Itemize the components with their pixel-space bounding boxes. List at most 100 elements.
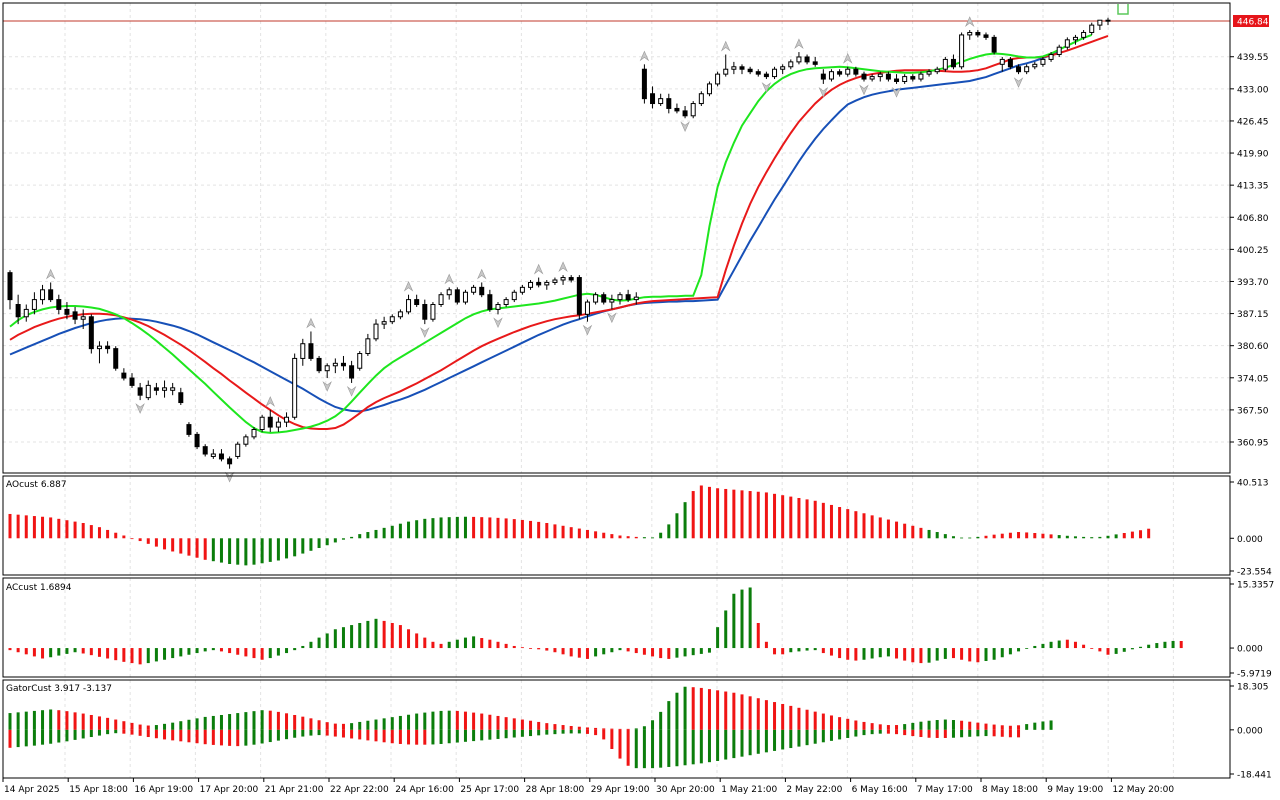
ao-bar	[838, 507, 842, 539]
candle-body-bull	[1072, 36, 1078, 41]
candle-body-bull	[389, 316, 395, 323]
gator-upper-bar	[870, 723, 874, 730]
gator-lower-bar	[545, 729, 549, 735]
gator-lower-bar	[154, 729, 158, 739]
ao-bar	[594, 531, 598, 539]
ac-bar	[943, 648, 947, 659]
gator-upper-bar	[49, 709, 53, 730]
candle-body-bull	[430, 304, 436, 320]
gator-lower-bar	[618, 729, 622, 759]
candle-body-bull	[617, 294, 623, 301]
gator-lower-bar	[691, 729, 695, 765]
gator-upper-bar	[423, 712, 427, 730]
gator-upper-bar	[569, 726, 573, 730]
ac-pane-title: ACcust 1.6894	[6, 583, 72, 593]
ao-pane[interactable]	[8, 485, 1151, 566]
candle	[731, 61, 737, 75]
ao-bar	[732, 489, 736, 539]
ao-bar	[260, 538, 264, 564]
ao-bar	[813, 500, 817, 539]
gator-upper-bar	[16, 712, 20, 730]
gator-lower-bar	[968, 729, 972, 737]
gator-upper-bar	[561, 725, 565, 730]
candle-body-bear	[454, 289, 460, 303]
candle-body-bull	[446, 289, 452, 296]
ac-tick-label: 15.3357	[1237, 581, 1274, 591]
price-tick-label: 393.70	[1237, 278, 1269, 288]
ac-bar	[1073, 641, 1077, 649]
ao-bar	[333, 538, 337, 543]
gator-upper-bar	[773, 702, 777, 730]
gator-lower-bar	[594, 729, 598, 736]
candle-body-bull	[96, 345, 102, 350]
candle	[853, 66, 859, 77]
candle	[780, 64, 786, 75]
fractal-up-icon	[794, 38, 804, 50]
ao-bar	[407, 521, 411, 539]
ac-bar	[358, 622, 362, 649]
candle-body-bear	[812, 61, 818, 65]
fractal-down-icon	[346, 386, 357, 397]
ao-bar	[1122, 533, 1126, 539]
gator-lower-bar	[602, 729, 606, 740]
candle-body-bull	[243, 436, 249, 445]
fractal-down-icon	[1013, 77, 1024, 88]
ac-bar	[317, 637, 321, 649]
ac-bar	[561, 648, 565, 655]
gator-upper-bar	[504, 717, 508, 730]
gator-upper-bar	[41, 710, 45, 730]
gator-lower-bar	[756, 729, 760, 754]
ao-bar	[537, 521, 541, 539]
candle-body-bear	[153, 387, 159, 391]
candle	[495, 302, 501, 315]
ao-bar	[195, 538, 199, 558]
ao-bar	[764, 492, 768, 539]
fractal-down-icon	[761, 82, 772, 93]
candle	[869, 74, 875, 82]
candle-body-bear	[910, 76, 916, 80]
ao-bar	[1130, 531, 1134, 539]
candle-body-bear	[763, 73, 769, 78]
ao-bar	[106, 529, 110, 539]
gator-upper-bar	[626, 728, 630, 730]
ao-bar	[1090, 537, 1094, 539]
gator-lower-bar	[317, 729, 321, 736]
candle	[80, 309, 86, 330]
gator-pane[interactable]	[8, 686, 1053, 769]
ao-bar	[943, 534, 947, 539]
gator-upper-bar	[57, 710, 61, 730]
ao-bar	[569, 527, 573, 539]
ac-bar	[553, 648, 557, 653]
gator-lower-bar	[350, 729, 354, 739]
candle-body-bear	[983, 34, 989, 38]
candle	[682, 105, 688, 119]
fractal-up-icon	[265, 396, 276, 407]
candle-body-bull	[959, 34, 965, 68]
ao-bar	[97, 527, 101, 539]
gator-upper-bar	[455, 710, 459, 730]
ac-pane[interactable]	[8, 587, 1183, 665]
time-tick-label: 7 May 17:00	[917, 785, 973, 795]
candle	[145, 380, 151, 401]
candle-body-bull	[560, 277, 566, 281]
candle	[739, 64, 745, 75]
candle-body-bear	[194, 433, 200, 448]
ac-bar	[919, 648, 923, 664]
ac-bar	[1139, 646, 1143, 649]
candle-body-bear	[479, 286, 485, 296]
gator-lower-bar	[748, 729, 752, 756]
gator-upper-bar	[1049, 720, 1053, 730]
gator-lower-bar	[390, 729, 394, 744]
ac-bar	[545, 648, 549, 651]
candle-body-bull	[80, 316, 86, 320]
ac-bar	[903, 648, 907, 661]
candle-body-bear	[568, 277, 574, 281]
ao-bar	[699, 485, 703, 539]
gator-lower-bar	[537, 729, 541, 736]
gator-upper-bar	[1008, 725, 1012, 730]
price-pane[interactable]	[3, 4, 1230, 483]
ao-bar	[716, 488, 720, 539]
gator-upper-bar	[244, 712, 248, 730]
gator-upper-bar	[512, 718, 516, 730]
